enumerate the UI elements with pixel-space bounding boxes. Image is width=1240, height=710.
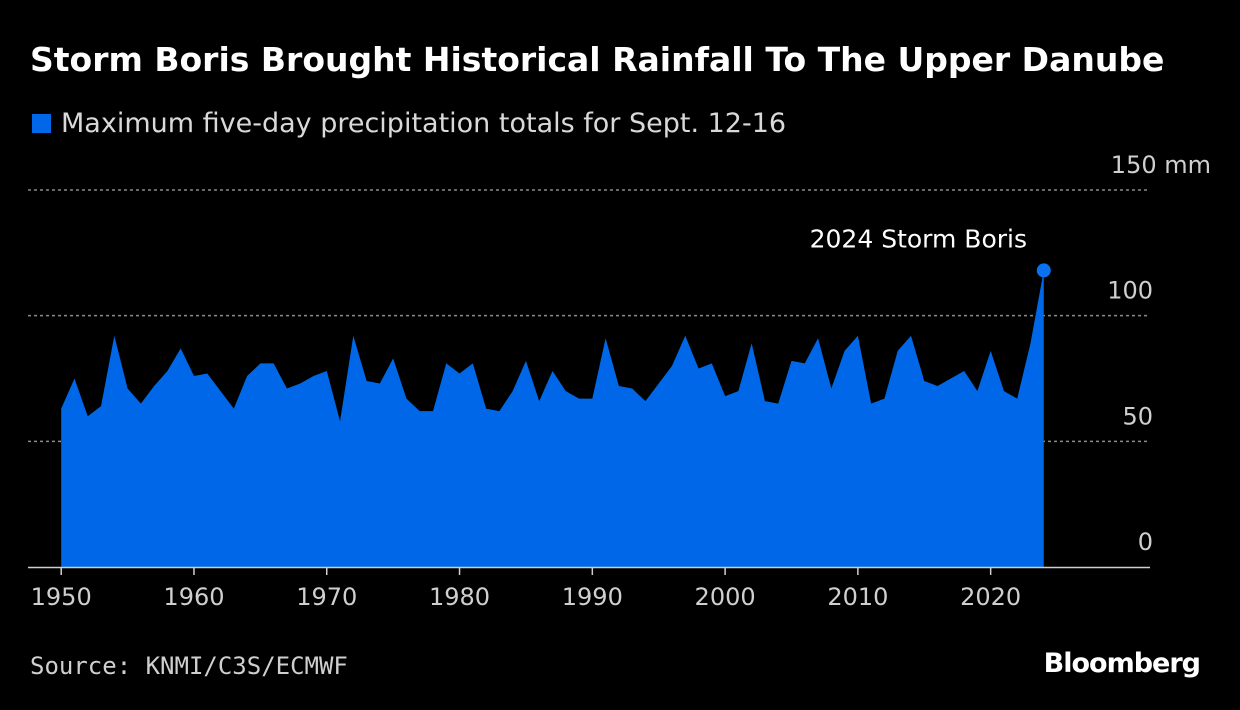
x-tick-label-1990: 1990 xyxy=(562,583,623,611)
y-tick-label-100: 100 xyxy=(1107,277,1153,305)
storm-boris-marker xyxy=(1036,263,1051,278)
y-tick-label-0: 0 xyxy=(1138,528,1153,556)
x-tick-label-2010: 2010 xyxy=(827,583,888,611)
x-tick-label-1980: 1980 xyxy=(429,583,490,611)
chart-legend: Maximum five-day precipitation totals fo… xyxy=(32,108,786,139)
legend-label: Maximum five-day precipitation totals fo… xyxy=(61,108,787,139)
precipitation-area xyxy=(61,270,1044,567)
source-note: Source: KNMI/C3S/ECMWF xyxy=(30,652,348,680)
bloomberg-logo: Bloomberg xyxy=(1043,648,1201,679)
y-tick-label-150: 150 mm xyxy=(1111,151,1211,179)
legend-swatch xyxy=(32,114,51,133)
chart-title: Storm Boris Brought Historical Rainfall … xyxy=(30,40,1165,79)
x-tick-label-1960: 1960 xyxy=(163,583,224,611)
x-tick-label-2020: 2020 xyxy=(960,583,1021,611)
y-tick-label-50: 50 xyxy=(1122,402,1153,430)
x-tick-label-1970: 1970 xyxy=(296,583,357,611)
x-tick-label-2000: 2000 xyxy=(695,583,756,611)
storm-boris-annotation: 2024 Storm Boris xyxy=(810,224,1027,253)
x-tick-label-1950: 1950 xyxy=(31,583,92,611)
